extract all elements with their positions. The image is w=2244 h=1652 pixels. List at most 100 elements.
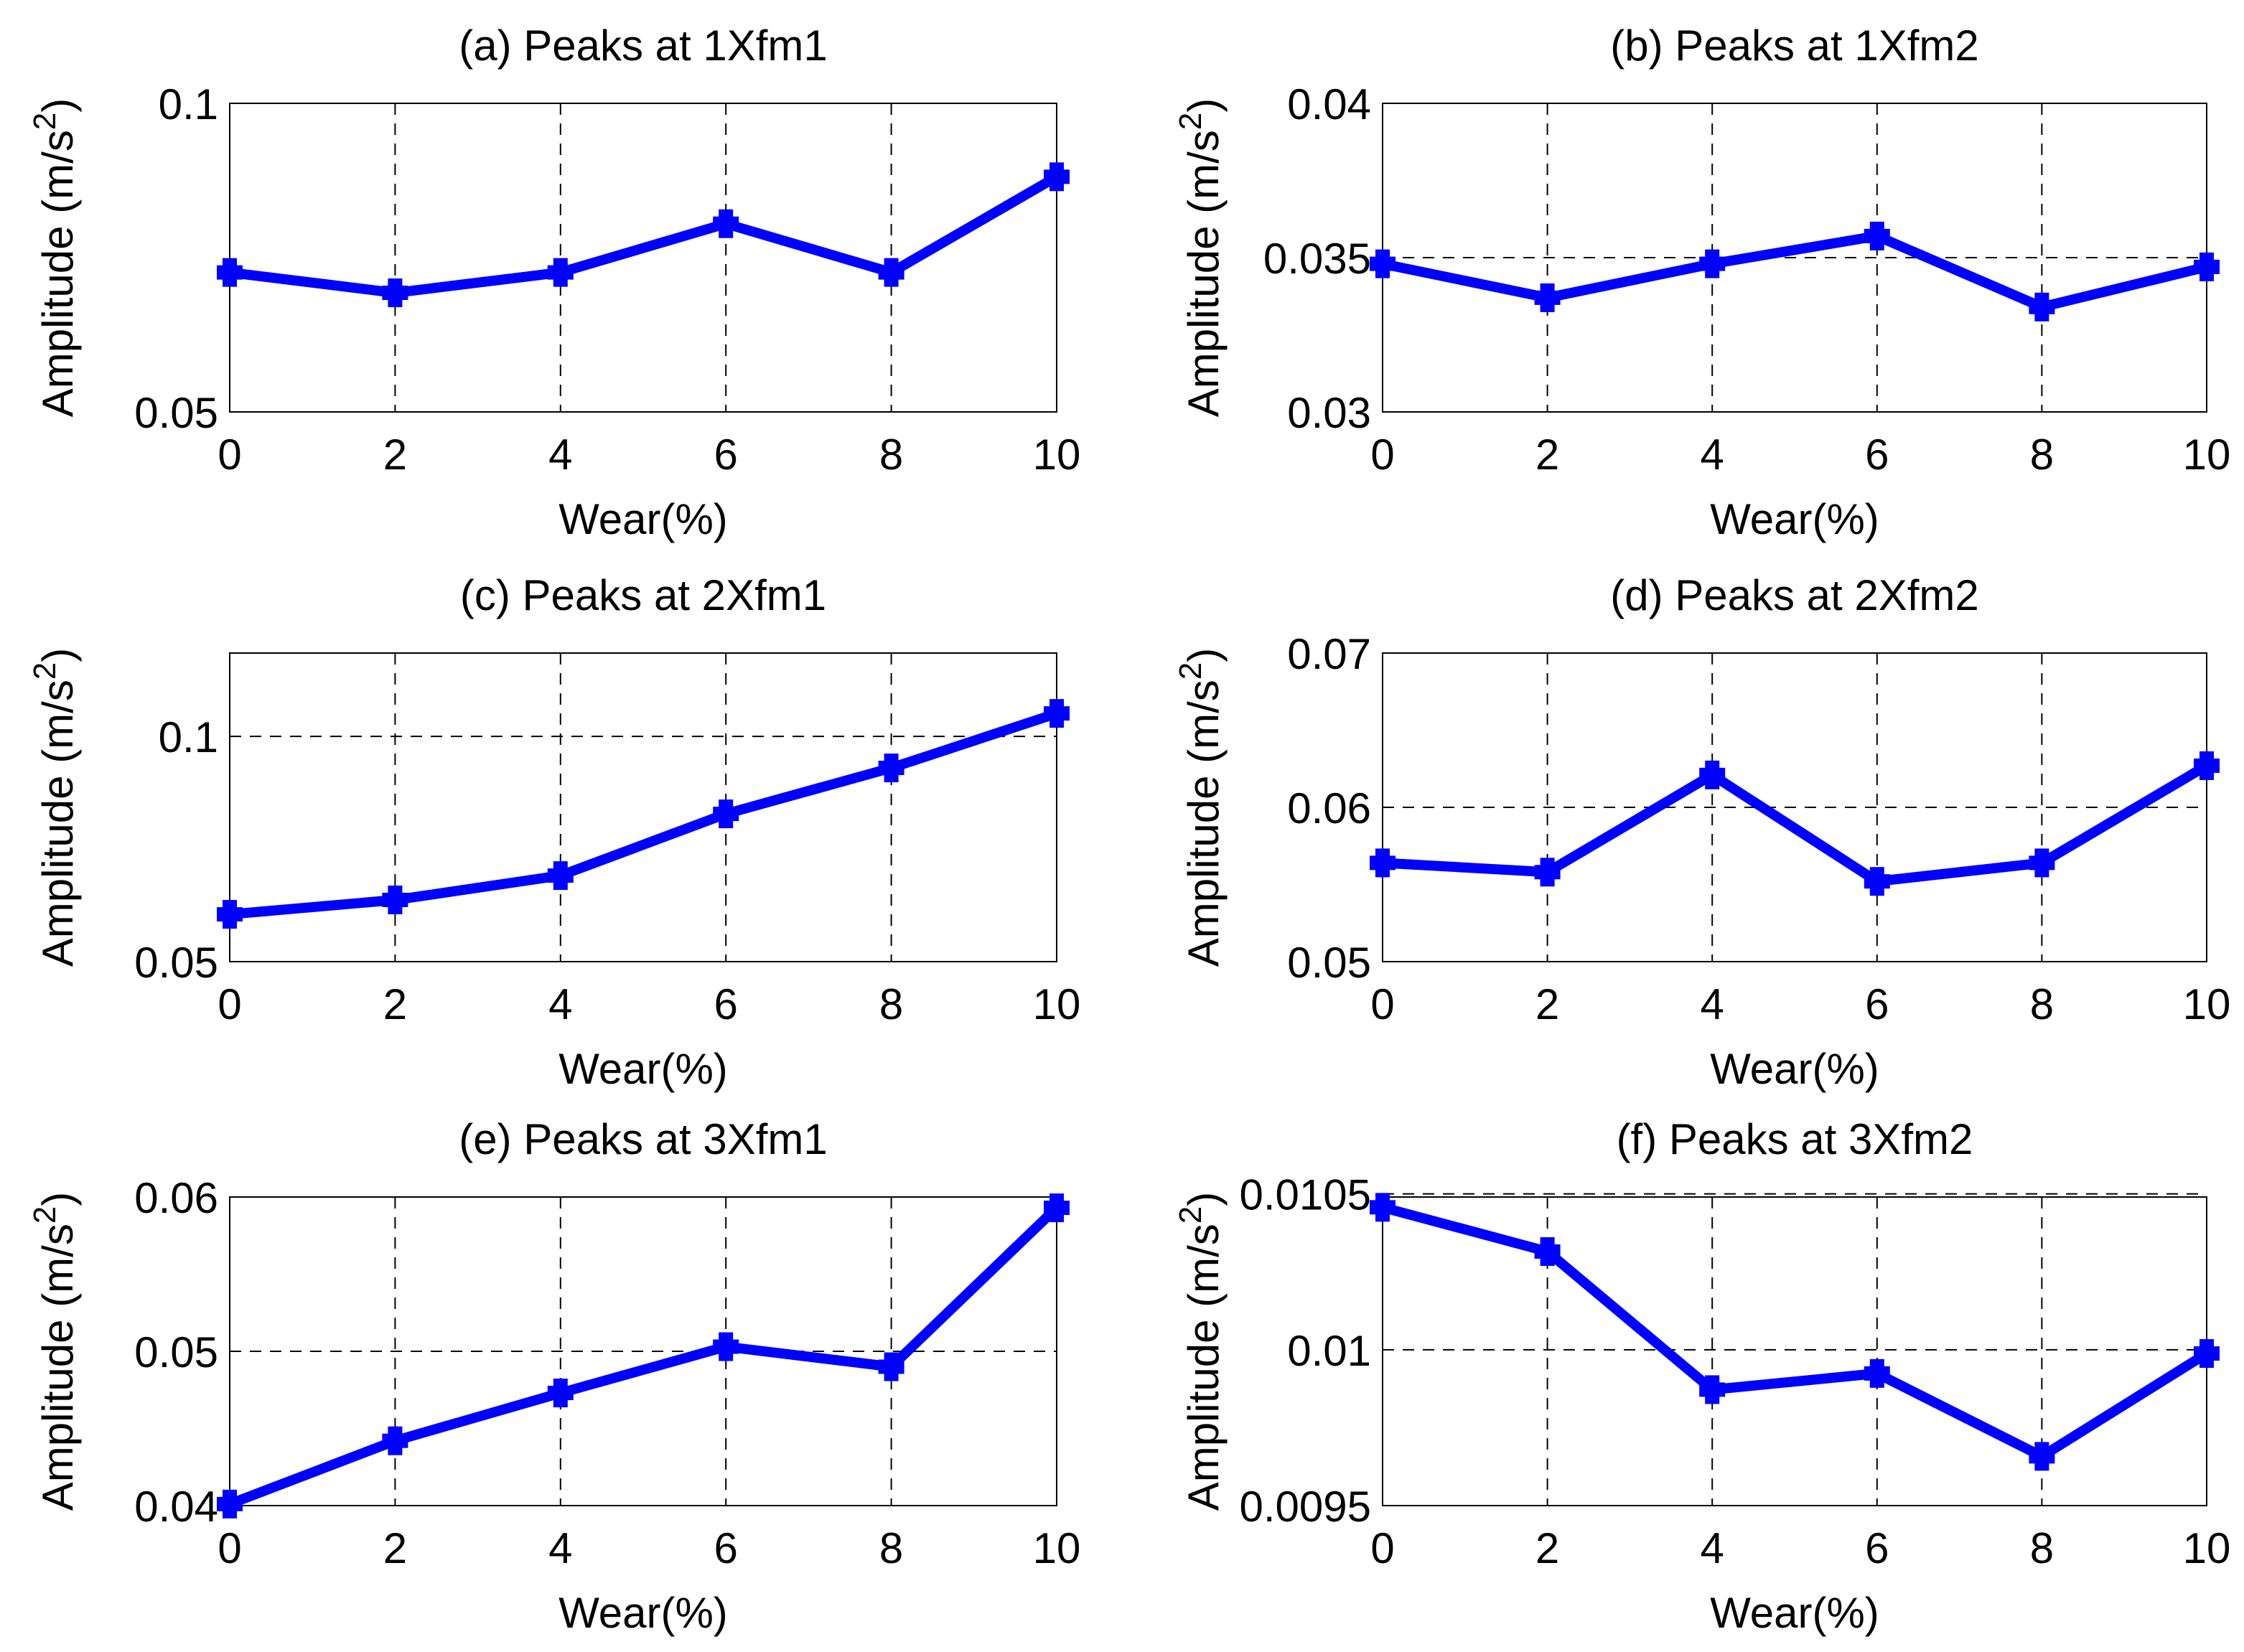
x-tick-label: 2 [383, 1524, 407, 1572]
y-tick-label: 0.0095 [1239, 1483, 1371, 1531]
x-tick-label: 0 [218, 431, 241, 479]
marker-v [1540, 858, 1555, 887]
marker-v [884, 1352, 899, 1381]
data-point-marker [382, 886, 408, 914]
x-tick-label: 6 [1865, 1524, 1889, 1572]
data-point-marker [1534, 858, 1561, 887]
y-tick-label: 0.1 [159, 80, 218, 128]
subplot-c: 0 2 4 6 8 10 0.05 0.1 (c) Peaks at 2Xfm1 Wear(%) A… [27, 571, 1080, 1093]
marker-v [1869, 221, 1884, 250]
x-tick-label: 0 [1370, 1524, 1394, 1572]
x-tick-label: 10 [2183, 431, 2231, 479]
marker-v [223, 900, 237, 929]
y-axis-label: Amplitude (m/s2) [1173, 98, 1228, 418]
x-tick-label: 0 [1370, 980, 1394, 1028]
x-tick-label: 10 [1033, 431, 1081, 479]
x-tick-label: 4 [1701, 1524, 1724, 1572]
y-axis-label: Amplitude (m/s2) [27, 648, 82, 967]
y-axis-label: Amplitude (m/s2) [27, 1192, 82, 1511]
marker-v [1375, 848, 1390, 878]
y-tick-label: 0.1 [159, 713, 218, 761]
subplot-b: 0 2 4 6 8 10 0.03 0.035 0.04 (b) Peaks at 1Xfm2 We… [1173, 22, 2230, 543]
x-tick-label: 4 [1701, 980, 1724, 1028]
y-tick-label: 0.05 [134, 939, 218, 987]
data-point-marker [1370, 249, 1396, 278]
x-tick-label: 8 [2030, 980, 2054, 1028]
data-point-marker [1370, 1193, 1396, 1222]
marker-v [2199, 1339, 2214, 1369]
x-tick-label: 4 [1701, 431, 1724, 479]
subplot-title: (d) Peaks at 2Xfm2 [1610, 571, 1979, 619]
x-axis-label: Wear(%) [558, 1045, 728, 1093]
x-tick-label: 2 [1535, 980, 1559, 1028]
marker-v [719, 799, 734, 829]
subplot-title: (b) Peaks at 1Xfm2 [1610, 22, 1979, 70]
x-tick-label: 8 [879, 431, 903, 479]
marker-v [1375, 249, 1390, 278]
marker-v [719, 209, 734, 238]
marker-v [884, 258, 899, 287]
y-axis-label: Amplitude (m/s2) [1173, 648, 1228, 967]
data-point-marker [2194, 252, 2220, 281]
x-tick-label: 10 [1033, 1524, 1081, 1572]
x-tick-label: 8 [879, 1524, 903, 1572]
data-point-marker [1534, 1237, 1561, 1267]
subplot-title: (e) Peaks at 3Xfm1 [459, 1115, 828, 1163]
x-tick-label: 2 [383, 431, 407, 479]
marker-v [1375, 1193, 1390, 1222]
data-point-marker [1699, 760, 1726, 789]
x-axis-label: Wear(%) [558, 1589, 728, 1637]
data-point-marker [878, 1352, 904, 1381]
y-tick-label: 0.06 [134, 1174, 218, 1222]
subplot-f: 0 2 4 6 8 10 0.0095 0.01 0.0105 (f) Peaks at 3Xfm… [1173, 1115, 2230, 1637]
x-tick-label: 8 [2030, 431, 2054, 479]
x-tick-label: 6 [1865, 431, 1889, 479]
marker-v [388, 1426, 403, 1455]
data-point-marker [1864, 1358, 1890, 1388]
marker-v [719, 1332, 734, 1361]
series-line [228, 1204, 1060, 1509]
marker-v [388, 278, 403, 308]
marker-v [553, 861, 568, 891]
marker-v [553, 258, 568, 287]
x-axis-label: Wear(%) [1710, 1589, 1879, 1637]
marker-v [2034, 1442, 2049, 1471]
marker-v [1705, 760, 1720, 789]
subplot-a: 0 2 4 6 8 10 0.05 0.1 (a) Peaks at 1Xfm1 Wear(%) A… [27, 22, 1080, 543]
data-point-marker [1864, 867, 1890, 896]
y-axis-label: Amplitude (m/s2) [27, 98, 82, 418]
y-tick-label: 0.035 [1263, 235, 1371, 283]
data-point-marker [382, 278, 408, 308]
data-point-marker [1699, 1375, 1726, 1404]
x-tick-label: 6 [714, 980, 738, 1028]
x-tick-label: 4 [548, 980, 572, 1028]
series-line [1381, 230, 2208, 313]
data-point-marker [713, 799, 739, 829]
x-tick-label: 8 [2030, 1524, 2054, 1572]
y-axis-label: Amplitude (m/s2) [1173, 1192, 1228, 1511]
x-tick-label: 10 [1033, 980, 1081, 1028]
subplot-title: (f) Peaks at 3Xfm2 [1617, 1115, 1973, 1163]
data-point-marker [713, 1332, 739, 1361]
data-point-marker [2029, 292, 2055, 322]
series-line [229, 172, 1060, 299]
data-point-marker [547, 258, 574, 287]
y-tick-label: 0.03 [1287, 389, 1371, 437]
marker-v [223, 258, 237, 287]
marker-v [1049, 162, 1064, 192]
x-tick-label: 6 [1865, 980, 1889, 1028]
subplot-title: (c) Peaks at 2Xfm1 [460, 571, 826, 619]
x-tick-label: 2 [1535, 1524, 1559, 1572]
subplot-e: 0 2 4 6 8 10 0.04 0.05 0.06 (e) Peaks at 3Xfm1 Wea… [27, 1115, 1080, 1637]
marker-v [1540, 1237, 1555, 1267]
subplot-title: (a) Peaks at 1Xfm1 [459, 22, 828, 70]
marker-v [1705, 249, 1720, 278]
marker-v [1049, 699, 1064, 728]
x-tick-label: 8 [879, 980, 903, 1028]
x-tick-label: 4 [548, 1524, 572, 1572]
series-line [1381, 1202, 2210, 1463]
marker-v [1049, 1193, 1064, 1223]
data-point-marker [1534, 283, 1561, 312]
data-point-marker [2194, 751, 2220, 780]
data-point-marker [217, 1489, 243, 1519]
